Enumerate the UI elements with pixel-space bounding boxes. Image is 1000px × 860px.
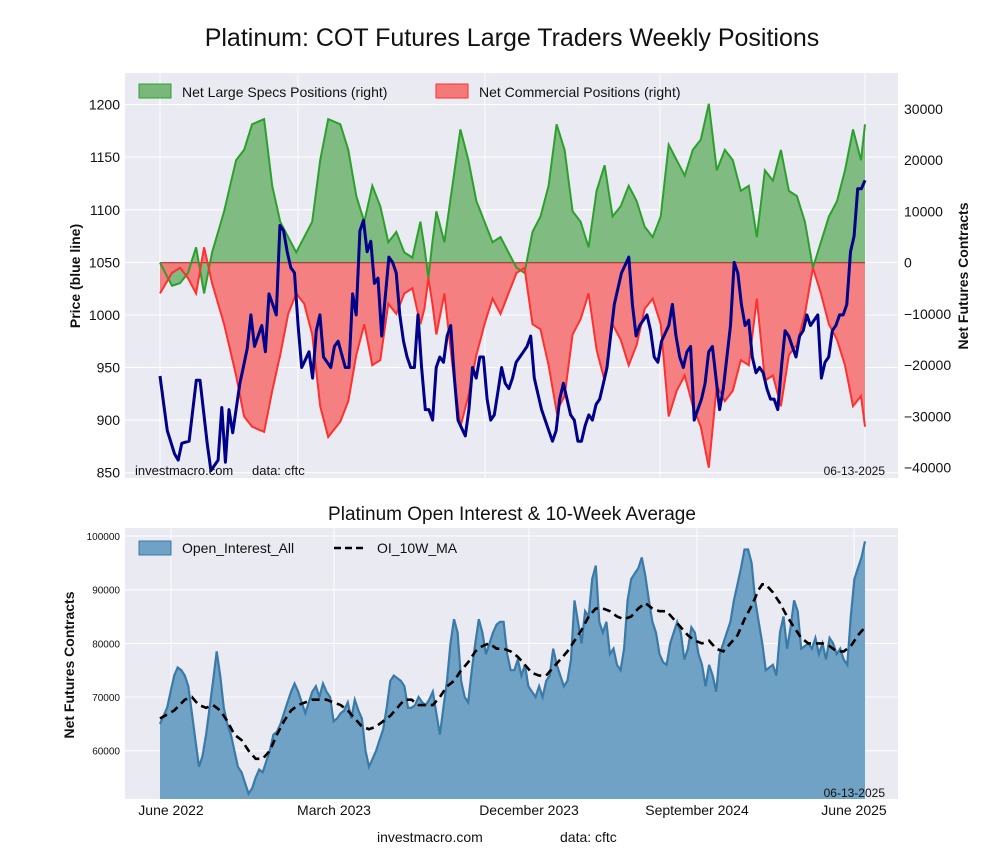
specs-line xyxy=(159,103,866,294)
top-left-ticks: 850 900 950 1000 1050 1100 1150 1200 xyxy=(89,97,120,481)
figure-title: Platinum: COT Futures Large Traders Week… xyxy=(205,24,820,52)
oi-ma-line xyxy=(159,583,866,761)
commercial-line xyxy=(159,247,866,468)
net-tick-label: −10000 xyxy=(904,306,951,322)
net-tick-label: 20000 xyxy=(904,152,943,168)
oi-tick-label: 100000 xyxy=(87,532,121,543)
net-tick-label: −40000 xyxy=(904,460,951,476)
oi-legend-swatch xyxy=(138,540,172,556)
price-line xyxy=(158,179,867,473)
price-tick-label: 1050 xyxy=(89,254,120,270)
commercial-area xyxy=(160,247,865,468)
bottom-y-ticks: 60000 70000 80000 90000 100000 xyxy=(87,532,121,758)
date-tick-label: June 2022 xyxy=(138,802,204,818)
specs-area xyxy=(160,103,865,294)
bottom-panel: 60000 70000 80000 90000 100000 June 2022 Marc… xyxy=(61,528,898,818)
date-tick-label: March 2023 xyxy=(297,802,371,818)
net-tick-label: −20000 xyxy=(904,357,951,373)
bottom-date-stamp: 06-13-2025 xyxy=(824,786,886,800)
oi-tick-label: 60000 xyxy=(92,747,120,758)
commercial-legend-swatch xyxy=(435,83,469,99)
oi-tick-label: 90000 xyxy=(92,586,120,597)
price-axis-label: Price (blue line) xyxy=(67,224,83,328)
date-tick-label: September 2024 xyxy=(645,802,749,818)
open-interest-line xyxy=(158,541,867,797)
oi-legend-label: Open_Interest_All xyxy=(182,540,294,556)
top-watermark-data: data: cftc xyxy=(252,463,305,478)
date-tick-label: June 2025 xyxy=(821,802,887,818)
price-tick-label: 900 xyxy=(97,412,121,428)
price-tick-label: 850 xyxy=(97,465,121,481)
footer-site: investmacro.com xyxy=(377,829,483,845)
net-tick-label: 30000 xyxy=(904,101,943,117)
top-watermark-site: investmacro.com xyxy=(135,463,233,478)
right-axis-label: Net Futures Contracts xyxy=(955,202,971,349)
bottom-x-ticks: June 2022 March 2023 December 2023 Septembe… xyxy=(138,802,887,818)
specs-legend-swatch xyxy=(138,83,172,99)
footer-data: data: cftc xyxy=(560,829,617,845)
price-tick-label: 1150 xyxy=(90,149,120,165)
top-date-stamp: 06-13-2025 xyxy=(824,464,886,478)
price-tick-label: 1200 xyxy=(89,97,120,113)
oi-tick-label: 70000 xyxy=(92,693,120,704)
commercial-legend-label: Net Commercial Positions (right) xyxy=(479,84,681,100)
net-tick-label: 0 xyxy=(904,255,912,271)
bottom-legend: Open_Interest_All OI_10W_MA xyxy=(138,540,458,556)
date-tick-label: December 2023 xyxy=(479,802,579,818)
top-legend: Net Large Specs Positions (right) Net Co… xyxy=(138,83,681,100)
net-tick-label: 10000 xyxy=(904,203,943,219)
oi-tick-label: 80000 xyxy=(92,639,120,650)
top-panel: 850 900 950 1000 1050 1100 1150 1200 30000 20000… xyxy=(67,73,971,481)
top-right-ticks: 30000 20000 10000 0 −10000 −20000 −30000 −40000 xyxy=(904,101,951,476)
price-tick-label: 950 xyxy=(97,360,121,376)
net-tick-label: −30000 xyxy=(904,408,951,424)
bottom-title: Platinum Open Interest & 10-Week Average xyxy=(328,504,696,525)
price-tick-label: 1000 xyxy=(89,307,120,323)
price-tick-label: 1100 xyxy=(90,202,120,218)
bottom-axis-label: Net Futures Contracts xyxy=(61,591,77,738)
specs-legend-label: Net Large Specs Positions (right) xyxy=(182,84,387,100)
ma-legend-label: OI_10W_MA xyxy=(377,540,458,556)
